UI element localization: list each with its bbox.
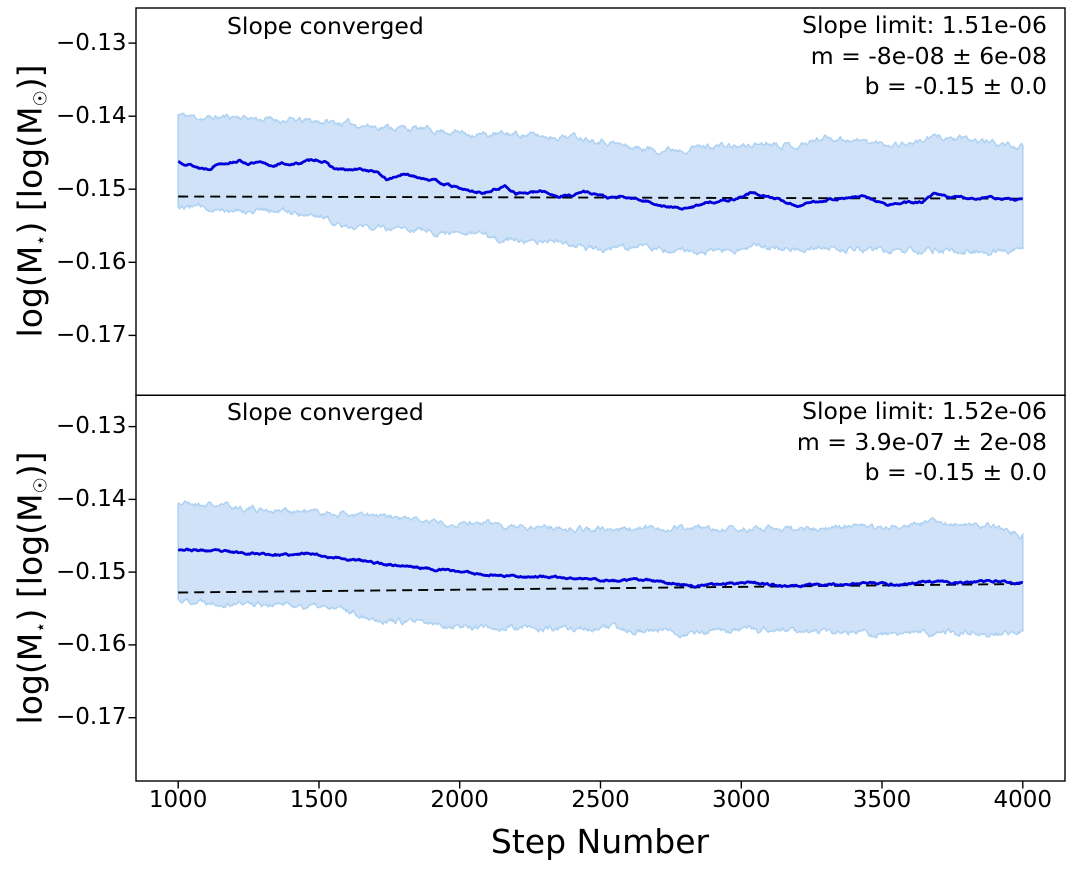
y-tick-label: −0.15	[56, 558, 127, 585]
mean-trace-line	[177, 547, 1024, 589]
x-tick-label: 3000	[712, 787, 771, 813]
star-subscript: ⋆	[30, 234, 52, 246]
mean-trace-line	[177, 157, 1023, 211]
confidence-band	[177, 112, 1024, 257]
annotation-slope-converged-top: Slope converged	[227, 12, 424, 40]
fit-info-block-bottom: Slope limit: 1.52e-06 m = 3.9e-07 ± 2e-0…	[797, 396, 1047, 488]
x-tick-label: 2500	[571, 787, 630, 813]
x-tick-label: 3500	[852, 787, 912, 813]
y-tick-label: −0.13	[56, 413, 127, 440]
y-tick-label: −0.17	[56, 321, 127, 348]
y-tick-label: −0.13	[56, 29, 127, 56]
x-tick-label: 1500	[289, 787, 349, 813]
fit-intercept-value-top: b = -0.15 ± 0.0	[864, 72, 1047, 100]
fit-slope-value-top: m = -8e-08 ± 6e-08	[810, 41, 1047, 70]
annotation-slope-converged-bottom: Slope converged	[227, 398, 424, 426]
fit-intercept-value-bottom: b = -0.15 ± 0.0	[864, 458, 1047, 486]
y-tick-label: −0.16	[56, 631, 127, 658]
slope-limit-value-bottom: Slope limit: 1.52e-06	[802, 397, 1047, 425]
linear-fit-dashed-line	[178, 195, 1023, 200]
y-tick-label: −0.15	[56, 175, 127, 202]
x-tick-label: 2000	[430, 787, 489, 813]
confidence-band	[177, 500, 1024, 639]
y-tick-label: −0.17	[56, 704, 127, 731]
y-tick-label: −0.14	[56, 102, 127, 129]
slope-limit-value-top: Slope limit: 1.51e-06	[802, 11, 1047, 39]
x-axis-label: Step Number	[490, 822, 710, 861]
fit-slope-value-bottom: m = 3.9e-07 ± 2e-08	[796, 427, 1047, 456]
y-axis-label-text: )]	[10, 64, 50, 91]
x-tick-label: 1000	[148, 787, 208, 813]
y-tick-label: −0.16	[56, 248, 127, 275]
y-axis-label-text: )]	[10, 451, 50, 478]
linear-fit-dashed-line	[178, 583, 1023, 594]
x-tick-label: 4000	[993, 787, 1053, 813]
fit-info-block-top: Slope limit: 1.51e-06 m = -8e-08 ± 6e-08…	[802, 10, 1047, 102]
y-tick-label: −0.14	[56, 485, 127, 512]
